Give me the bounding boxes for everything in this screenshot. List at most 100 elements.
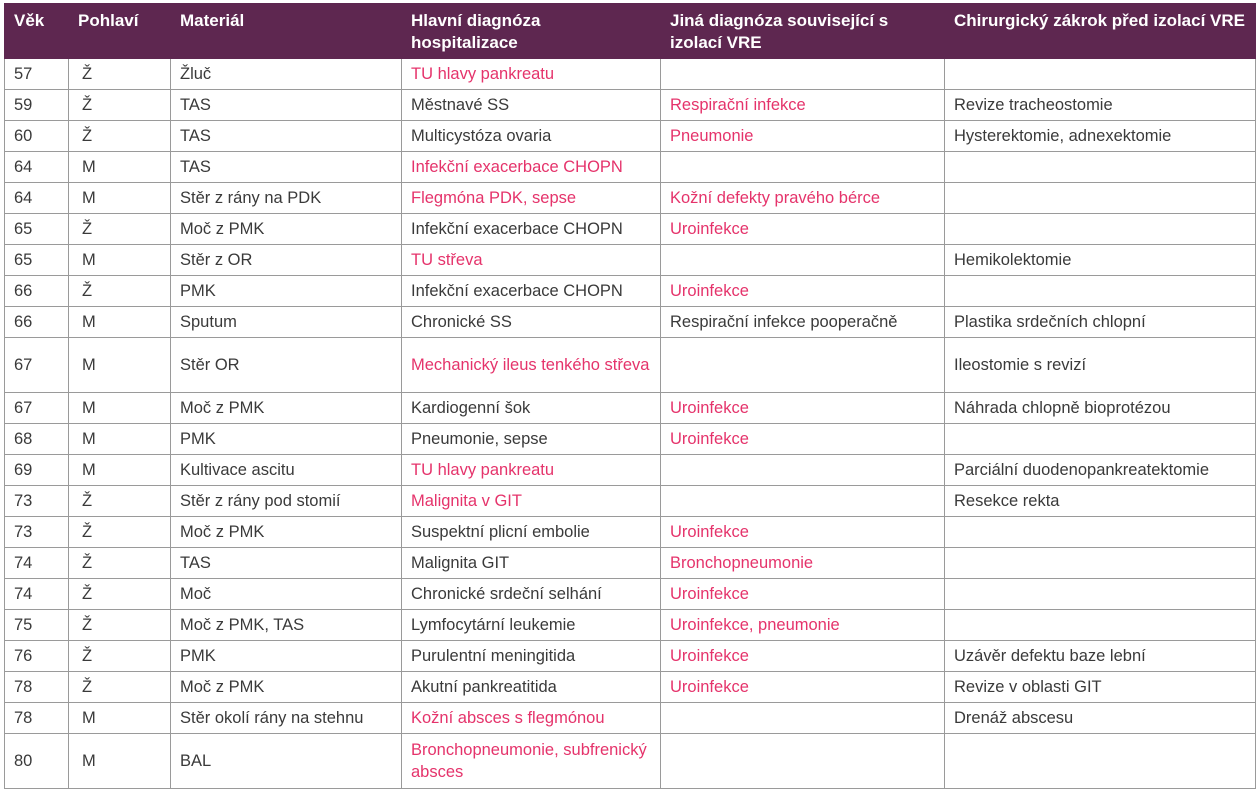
cell-age: 73 <box>4 516 69 548</box>
cell-other-diagnosis <box>660 244 945 276</box>
cell-main-diagnosis: TU hlavy pankreatu <box>401 58 661 90</box>
cell-main-diagnosis: Malignita v GIT <box>401 485 661 517</box>
cell-other-diagnosis: Respirační infekce <box>660 89 945 121</box>
cell-surgery <box>944 516 1256 548</box>
cell-other-diagnosis: Uroinfekce, pneumonie <box>660 609 945 641</box>
cell-age: 64 <box>4 151 69 183</box>
cell-surgery <box>944 58 1256 90</box>
table-row: 78 Ž Moč z PMK Akutní pankreatitida Uroinfek… <box>4 671 1256 703</box>
table-row: 66 M Sputum Chronické SS Respirační infekce … <box>4 306 1256 338</box>
cell-material: Stěr z rány na PDK <box>170 182 402 214</box>
table-row: 80 M BAL Bronchopneumonie, subfrenický absc… <box>4 733 1256 789</box>
cell-main-diagnosis: Bronchopneumonie, subfrenický absces <box>401 733 661 789</box>
cell-sex: Ž <box>68 58 171 90</box>
table-row: 74 Ž Moč Chronické srdeční selhání Uroinfekc… <box>4 578 1256 610</box>
cell-material: Stěr OR <box>170 337 402 393</box>
cell-other-diagnosis: Uroinfekce <box>660 275 945 307</box>
cell-age: 73 <box>4 485 69 517</box>
cell-sex: Ž <box>68 120 171 152</box>
cell-main-diagnosis: Městnavé SS <box>401 89 661 121</box>
cell-other-diagnosis: Pneumonie <box>660 120 945 152</box>
cell-surgery: Hysterektomie, adnexektomie <box>944 120 1256 152</box>
cell-sex: Ž <box>68 609 171 641</box>
table-row: 60 Ž TAS Multicystóza ovaria Pneumonie Hyster… <box>4 120 1256 152</box>
cell-age: 78 <box>4 671 69 703</box>
cell-surgery <box>944 423 1256 455</box>
cell-age: 67 <box>4 392 69 424</box>
cell-main-diagnosis: Kardiogenní šok <box>401 392 661 424</box>
header-sex: Pohlaví <box>68 3 171 59</box>
table-row: 65 Ž Moč z PMK Infekční exacerbace CHOPN Uro… <box>4 213 1256 245</box>
table-row: 67 M Moč z PMK Kardiogenní šok Uroinfekce Náh… <box>4 392 1256 424</box>
cell-sex: M <box>68 337 171 393</box>
cell-surgery <box>944 547 1256 579</box>
cell-surgery: Parciální duodenopankreatektomie <box>944 454 1256 486</box>
cell-surgery <box>944 578 1256 610</box>
cell-sex: Ž <box>68 485 171 517</box>
table-row: 67 M Stěr OR Mechanický ileus tenkého střev… <box>4 337 1256 393</box>
cell-sex: M <box>68 151 171 183</box>
cell-surgery <box>944 151 1256 183</box>
cell-other-diagnosis: Bronchopneumonie <box>660 547 945 579</box>
cell-other-diagnosis <box>660 702 945 734</box>
cell-other-diagnosis: Respirační infekce pooperačně <box>660 306 945 338</box>
header-material: Materiál <box>170 3 402 59</box>
table-row: 74 Ž TAS Malignita GIT Bronchopneumonie <box>4 547 1256 579</box>
header-age: Věk <box>4 3 69 59</box>
cell-material: Kultivace ascitu <box>170 454 402 486</box>
cell-main-diagnosis: Chronické SS <box>401 306 661 338</box>
cell-main-diagnosis: Infekční exacerbace CHOPN <box>401 151 661 183</box>
cell-main-diagnosis: Infekční exacerbace CHOPN <box>401 275 661 307</box>
cell-age: 67 <box>4 337 69 393</box>
cell-sex: Ž <box>68 578 171 610</box>
cell-surgery: Drenáž abscesu <box>944 702 1256 734</box>
table-row: 75 Ž Moč z PMK, TAS Lymfocytární leukemie Ur… <box>4 609 1256 641</box>
cell-age: 65 <box>4 244 69 276</box>
cell-age: 65 <box>4 213 69 245</box>
vre-table-container: Věk Pohlaví Materiál Hlavní diagnóza hos… <box>4 3 1256 789</box>
cell-age: 74 <box>4 547 69 579</box>
table-header: Věk Pohlaví Materiál Hlavní diagnóza hos… <box>4 3 1256 59</box>
cell-surgery <box>944 182 1256 214</box>
cell-material: PMK <box>170 640 402 672</box>
cell-other-diagnosis: Uroinfekce <box>660 578 945 610</box>
cell-age: 75 <box>4 609 69 641</box>
cell-main-diagnosis: Flegmóna PDK, sepse <box>401 182 661 214</box>
cell-surgery <box>944 275 1256 307</box>
cell-other-diagnosis <box>660 733 945 789</box>
cell-sex: M <box>68 182 171 214</box>
cell-other-diagnosis <box>660 151 945 183</box>
cell-other-diagnosis: Uroinfekce <box>660 213 945 245</box>
cell-age: 64 <box>4 182 69 214</box>
cell-other-diagnosis <box>660 485 945 517</box>
table-row: 59 Ž TAS Městnavé SS Respirační infekce Reviz… <box>4 89 1256 121</box>
cell-surgery: Ileostomie s revizí <box>944 337 1256 393</box>
cell-main-diagnosis: Akutní pankreatitida <box>401 671 661 703</box>
table-row: 68 M PMK Pneumonie, sepse Uroinfekce <box>4 423 1256 455</box>
cell-sex: M <box>68 423 171 455</box>
cell-material: TAS <box>170 89 402 121</box>
header-surgery: Chirurgický zákrok před izolací VRE <box>944 3 1256 59</box>
cell-main-diagnosis: Lymfocytární leukemie <box>401 609 661 641</box>
cell-main-diagnosis: Chronické srdeční selhání <box>401 578 661 610</box>
cell-sex: Ž <box>68 213 171 245</box>
cell-material: Moč <box>170 578 402 610</box>
table-row: 73 Ž Moč z PMK Suspektní plicní embolie Uroi… <box>4 516 1256 548</box>
cell-age: 59 <box>4 89 69 121</box>
cell-other-diagnosis: Uroinfekce <box>660 423 945 455</box>
cell-material: Moč z PMK <box>170 392 402 424</box>
cell-material: PMK <box>170 275 402 307</box>
cell-sex: M <box>68 702 171 734</box>
cell-material: Moč z PMK, TAS <box>170 609 402 641</box>
cell-sex: Ž <box>68 547 171 579</box>
cell-sex: Ž <box>68 89 171 121</box>
cell-sex: Ž <box>68 275 171 307</box>
table-row: 65 M Stěr z OR TU střeva Hemikolektomie <box>4 244 1256 276</box>
table-row: 64 M Stěr z rány na PDK Flegmóna PDK, sepse… <box>4 182 1256 214</box>
table-body: 57 Ž Žluč TU hlavy pankreatu 59 Ž TAS Městnavé … <box>4 58 1256 789</box>
cell-other-diagnosis <box>660 454 945 486</box>
table-row: 78 M Stěr okolí rány na stehnu Kožní absces… <box>4 702 1256 734</box>
cell-age: 57 <box>4 58 69 90</box>
cell-age: 80 <box>4 733 69 789</box>
cell-main-diagnosis: Mechanický ileus tenkého střeva <box>401 337 661 393</box>
